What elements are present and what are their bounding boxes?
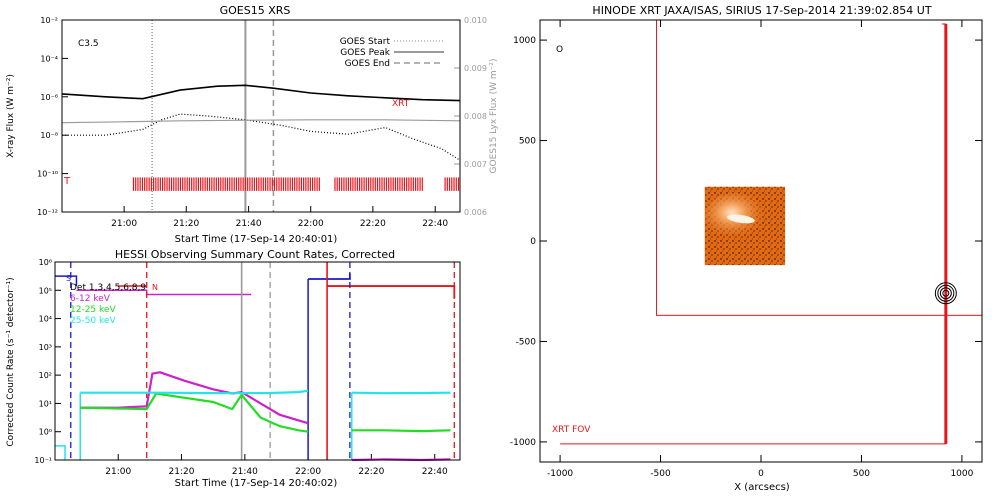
xrt-title: HINODE XRT JAXA/ISAS, SIRIUS 17-Sep-2014… bbox=[592, 4, 931, 17]
goes-y2-tick-label: 0.009 bbox=[464, 64, 487, 73]
goes-y-tick-label: 10⁻¹² bbox=[37, 208, 58, 217]
xrt-fov-label: XRT FOV bbox=[552, 425, 591, 435]
hessi-y-tick-label: 10⁰ bbox=[39, 428, 52, 437]
hessi-y-tick-label: 10³ bbox=[39, 343, 52, 352]
goes-y-tick-label: 10⁻⁸ bbox=[40, 131, 58, 140]
hessi-x-tick-label: 22:40 bbox=[422, 467, 448, 477]
goes-legend-end: GOES End bbox=[345, 59, 390, 69]
goes-x-tick-label: 22:40 bbox=[422, 219, 448, 229]
goes-x-tick-label: 21:00 bbox=[111, 219, 137, 229]
xrt-circle-marker: O bbox=[556, 45, 563, 55]
hessi-series-25-50-kev-late bbox=[351, 391, 451, 395]
xrt-x-tick-label: 1000 bbox=[950, 469, 973, 479]
xrt-y-tick-label: -1000 bbox=[510, 438, 536, 448]
goes-x-tick-label: 22:00 bbox=[298, 219, 324, 229]
hessi-state-s-left bbox=[55, 275, 78, 287]
xrt-contour-0 bbox=[942, 289, 950, 297]
hessi-series-12-25-kev-late bbox=[351, 429, 451, 433]
goes-y-tick-label: 10⁻⁴ bbox=[40, 54, 58, 63]
xrt-plot-area: -1000 -500 0 500 1000 -1000 -500 0 500 1000 bbox=[510, 19, 983, 479]
xrt-x-tick-label: 0 bbox=[758, 469, 764, 479]
hessi-legend-12-25: 12-25 keV bbox=[70, 305, 116, 315]
xrt-y-tick-label: 500 bbox=[519, 137, 536, 147]
goes-xrt-label: XRT bbox=[392, 99, 410, 109]
goes-legend-start: GOES Start bbox=[340, 37, 391, 47]
xrt-flare-core bbox=[727, 214, 755, 224]
hessi-legend-25-50: 25-50 keV bbox=[70, 316, 116, 326]
xrt-panel: HINODE XRT JAXA/ISAS, SIRIUS 17-Sep-2014… bbox=[510, 4, 983, 493]
hessi-x-tick-label: 22:00 bbox=[295, 467, 321, 477]
hessi-y-tick-label: 10⁴ bbox=[39, 315, 52, 324]
hessi-panel: HESSI Observing Summary Count Rates, Cor… bbox=[6, 248, 461, 489]
hessi-plot-area: 21:00 21:20 21:40 22:00 22:20 22:40 10⁻¹ 10⁰ 10¹… bbox=[34, 258, 456, 477]
goes-series-long bbox=[61, 84, 461, 102]
xrt-contour-3 bbox=[934, 282, 957, 305]
goes-y-tick-label: 10⁻¹⁰ bbox=[37, 170, 58, 179]
hessi-ylabel: Corrected Count Rate (s⁻¹ detector⁻¹) bbox=[6, 277, 16, 446]
hessi-y-tick-label: 10⁻¹ bbox=[34, 456, 52, 465]
xrt-contour-2 bbox=[937, 284, 955, 302]
xrt-fov-box bbox=[656, 19, 983, 316]
goes-y2-tick-label: 0.007 bbox=[464, 160, 487, 169]
xrt-y-tick-label: 1000 bbox=[513, 36, 536, 46]
goes-y2-tick-label: 0.008 bbox=[464, 112, 487, 121]
goes-ylabel: X-ray Flux (W m⁻²) bbox=[6, 74, 16, 158]
hessi-gap-edge-left bbox=[55, 445, 66, 460]
goes-x-tick-label: 21:40 bbox=[236, 219, 262, 229]
goes-xrt-marker: T bbox=[63, 176, 71, 187]
hessi-xlabel: Start Time (17-Sep-14 20:40:02) bbox=[175, 478, 338, 489]
xrt-frame bbox=[539, 19, 983, 463]
hessi-x-tick-label: 21:40 bbox=[232, 467, 258, 477]
xrt-x-tick-label: -500 bbox=[650, 469, 671, 479]
hessi-series-12-25-kev bbox=[80, 392, 309, 433]
hessi-marker-n: N bbox=[152, 283, 158, 292]
goes-x-tick-label: 22:20 bbox=[360, 219, 386, 229]
hessi-x-tick-label: 21:00 bbox=[105, 467, 131, 477]
xrt-contour-1 bbox=[939, 287, 952, 300]
xrt-y-tick-label: -500 bbox=[516, 337, 537, 347]
goes-class-label: C3.5 bbox=[78, 39, 99, 49]
hessi-legend-det: Det 1,3,4,5,6,8,9 bbox=[70, 283, 146, 293]
hessi-y-tick-label: 10⁵ bbox=[39, 286, 52, 295]
hessi-legend-6-12: 6-12 keV bbox=[70, 294, 111, 304]
goes-legend-peak: GOES Peak bbox=[340, 48, 390, 58]
goes-y2-tick-label: 0.010 bbox=[464, 16, 487, 25]
goes-xlabel: Start Time (17-Sep-14 20:40:01) bbox=[175, 234, 338, 245]
hessi-state-n-right bbox=[327, 285, 456, 299]
goes-series-short bbox=[62, 113, 461, 161]
goes-series-lyx bbox=[61, 119, 461, 124]
goes-legend: GOES Start GOES Peak GOES End bbox=[340, 37, 444, 69]
goes-ylabel-right: GOES15 Lyx Flux (W m⁻²) bbox=[489, 59, 499, 174]
xrt-xlabel: X (arcsecs) bbox=[734, 482, 790, 493]
xrt-y-tick-label: 0 bbox=[530, 237, 536, 247]
xrt-x-tick-label: -1000 bbox=[547, 469, 573, 479]
hessi-x-tick-label: 22:20 bbox=[358, 467, 384, 477]
goes-y2-tick-label: 0.006 bbox=[464, 208, 487, 217]
goes-panel: GOES15 XRS 21:00 21:20 21:40 22:00 22:20 22:4… bbox=[6, 4, 499, 245]
goes-y-tick-label: 10⁻² bbox=[40, 16, 58, 25]
hessi-series-25-50-kev bbox=[80, 389, 309, 395]
hessi-x-tick-label: 21:20 bbox=[168, 467, 194, 477]
goes-plot-area: 21:00 21:20 21:40 22:00 22:20 22:40 10⁻¹² 10⁻¹⁰… bbox=[37, 16, 487, 229]
goes-x-tick-label: 21:20 bbox=[173, 219, 199, 229]
hessi-state-s-right bbox=[308, 273, 351, 280]
hessi-frame bbox=[54, 261, 461, 461]
hessi-y-tick-label: 10¹ bbox=[39, 399, 52, 408]
hessi-y-tick-label: 10⁶ bbox=[39, 258, 52, 267]
hessi-series-6-12-kev bbox=[80, 371, 309, 425]
hessi-legend: Det 1,3,4,5,6,8,9 6-12 keV 12-25 keV 25-… bbox=[70, 283, 146, 326]
hessi-y-tick-label: 10² bbox=[39, 371, 52, 380]
goes-frame bbox=[61, 19, 461, 213]
goes-title: GOES15 XRS bbox=[220, 4, 291, 17]
hessi-title: HESSI Observing Summary Count Rates, Cor… bbox=[115, 248, 395, 261]
xrt-x-tick-label: 500 bbox=[853, 469, 870, 479]
hessi-marker-s: S bbox=[66, 274, 71, 283]
goes-y-tick-label: 10⁻⁶ bbox=[40, 93, 58, 102]
